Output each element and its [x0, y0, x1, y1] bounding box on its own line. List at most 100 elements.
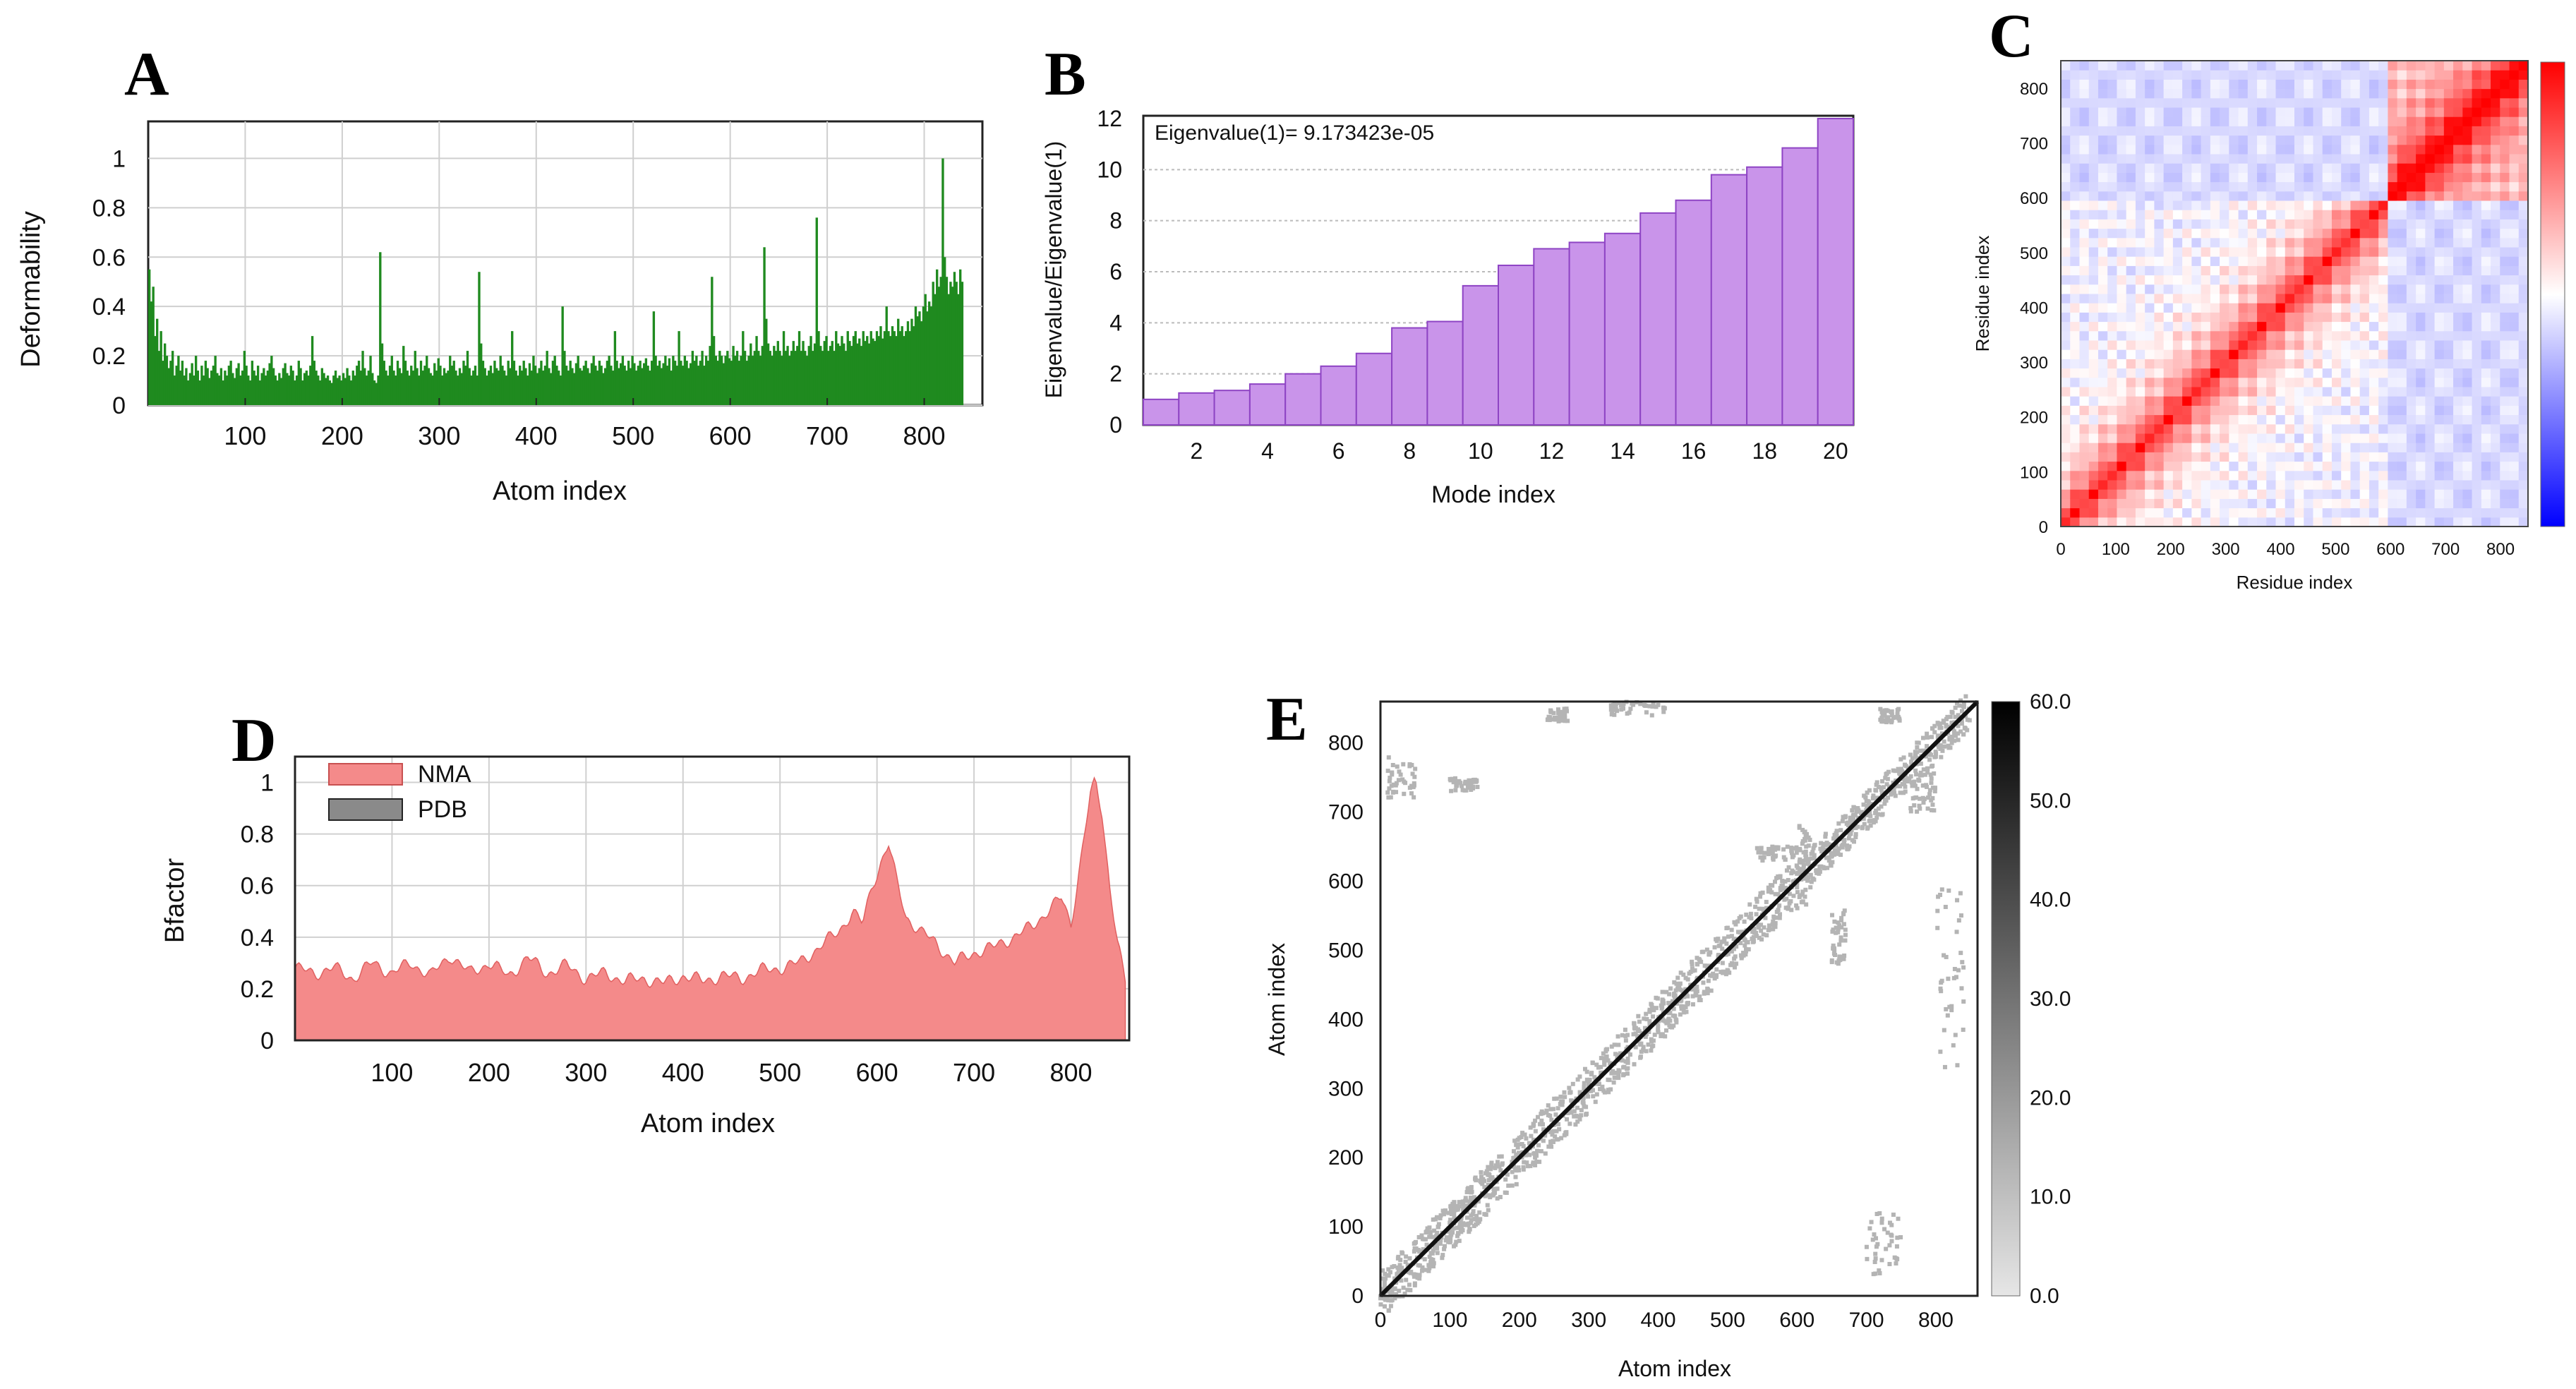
- y-tick-label: 500: [2020, 244, 2048, 263]
- heatmap-cell: [2097, 107, 2108, 117]
- heatmap-cell: [2247, 349, 2258, 359]
- heatmap-cell: [2061, 275, 2071, 285]
- heatmap-cell: [2294, 423, 2304, 434]
- heatmap-cell: [2247, 359, 2258, 369]
- heatmap-cell: [2220, 340, 2229, 350]
- contact-point: [1459, 1225, 1464, 1229]
- heatmap-cell: [2294, 237, 2304, 248]
- heatmap-cell: [2369, 265, 2379, 276]
- heatmap-cell: [2378, 97, 2388, 108]
- heatmap-cell: [2350, 228, 2361, 239]
- heatmap-cell: [2518, 163, 2529, 173]
- heatmap-cell: [2341, 228, 2351, 239]
- x-tick-label: 600: [1779, 1309, 1814, 1332]
- heatmap-cell: [2107, 377, 2117, 387]
- heatmap-cell: [2500, 256, 2510, 266]
- heatmap-cell: [2397, 405, 2407, 416]
- heatmap-cell: [2294, 294, 2304, 303]
- heatmap-cell: [2434, 210, 2445, 220]
- heatmap-cell: [2425, 256, 2436, 266]
- heatmap-cell: [2172, 97, 2183, 108]
- heatmap-cell: [2434, 126, 2445, 136]
- heatmap-cell: [2359, 88, 2370, 99]
- heatmap-cell: [2518, 312, 2529, 323]
- heatmap-cell: [2201, 97, 2211, 108]
- contact-point: [1878, 706, 1883, 711]
- contact-point: [1781, 847, 1786, 852]
- contact-point: [1616, 1071, 1621, 1076]
- heatmap-cell: [2453, 349, 2463, 359]
- deformability-bar: [929, 306, 933, 405]
- heatmap-cell: [2378, 396, 2388, 406]
- heatmap-cell: [2453, 312, 2463, 323]
- heatmap-cell: [2182, 489, 2192, 499]
- heatmap-cell: [2416, 489, 2426, 499]
- heatmap-cell: [2472, 470, 2482, 481]
- heatmap-cell: [2154, 349, 2165, 359]
- contact-point: [1805, 861, 1810, 866]
- heatmap-cell: [2462, 517, 2473, 527]
- heatmap-cell: [2257, 247, 2267, 257]
- deformability-bar: [447, 371, 450, 405]
- deformability-bar: [652, 311, 656, 405]
- heatmap-cell: [2491, 303, 2500, 313]
- mode-bar: [1710, 174, 1748, 426]
- heatmap-cell: [2491, 237, 2500, 248]
- deformability-bar: [542, 371, 545, 405]
- contact-point: [1927, 788, 1932, 793]
- heatmap-cell: [2350, 489, 2361, 499]
- heatmap-cell: [2220, 443, 2229, 452]
- heatmap-cell: [2201, 219, 2211, 229]
- heatmap-cell: [2331, 79, 2342, 90]
- deformability-bar: [903, 336, 905, 405]
- heatmap-cell: [2462, 377, 2473, 387]
- heatmap-cell: [2341, 191, 2351, 201]
- heatmap-cell: [2191, 256, 2202, 266]
- contact-point: [1469, 1220, 1474, 1225]
- deformability-bar: [711, 277, 714, 405]
- contact-point: [1584, 1112, 1589, 1117]
- contact-point: [1834, 960, 1839, 965]
- contact-point: [1579, 1107, 1584, 1112]
- contact-point: [1757, 925, 1762, 930]
- contact-point: [1612, 702, 1617, 707]
- heatmap-cell: [2154, 237, 2165, 248]
- heatmap-cell: [2117, 330, 2127, 341]
- heatmap-cell: [2182, 181, 2192, 192]
- heatmap-cell: [2406, 200, 2416, 210]
- contact-point: [1776, 891, 1781, 896]
- heatmap-cell: [2210, 321, 2220, 332]
- contact-point: [1898, 757, 1903, 762]
- heatmap-cell: [2304, 349, 2313, 359]
- deformability-bar: [411, 371, 415, 405]
- contact-point: [1412, 1283, 1417, 1288]
- contact-point: [1476, 1199, 1481, 1204]
- heatmap-cell: [2425, 359, 2436, 369]
- heatmap-cell: [2257, 377, 2267, 387]
- deformability-bar: [944, 257, 946, 405]
- contact-point: [1385, 1289, 1390, 1294]
- heatmap-cell: [2079, 126, 2090, 136]
- heatmap-cell: [2275, 191, 2286, 201]
- heatmap-cell: [2266, 377, 2277, 387]
- heatmap-cell: [2163, 377, 2174, 387]
- heatmap-cell: [2472, 247, 2482, 257]
- contact-point: [1879, 804, 1884, 809]
- heatmap-cell: [2266, 461, 2277, 471]
- contact-point: [1789, 846, 1794, 850]
- contact-point: [1388, 1270, 1392, 1275]
- heatmap-cell: [2434, 265, 2445, 276]
- heatmap-cell: [2182, 88, 2192, 99]
- heatmap-cell: [2285, 275, 2295, 285]
- heatmap-cell: [2434, 88, 2445, 99]
- heatmap-cell: [2406, 433, 2416, 443]
- heatmap-cell: [2304, 294, 2313, 303]
- deformability-bar: [718, 351, 721, 405]
- contact-point: [1455, 1231, 1460, 1236]
- heatmap-cell: [2061, 107, 2071, 117]
- deformability-bar: [274, 375, 277, 405]
- contact-point: [1706, 978, 1711, 983]
- deformability-bar: [222, 380, 224, 405]
- contact-point: [1559, 1099, 1564, 1104]
- heatmap-cell: [2472, 219, 2482, 229]
